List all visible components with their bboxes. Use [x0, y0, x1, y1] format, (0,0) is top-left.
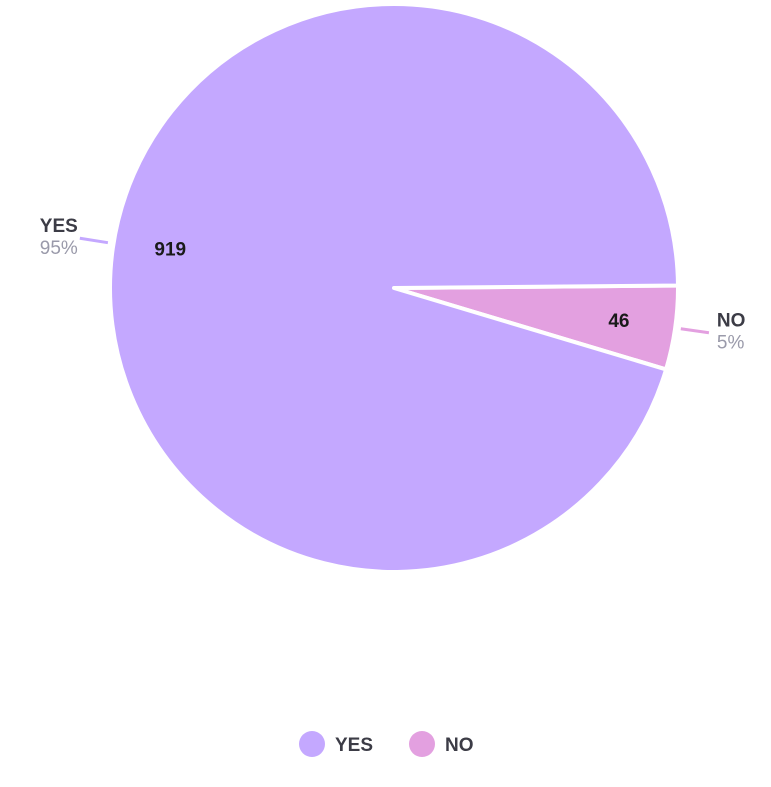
- legend-item-yes[interactable]: YES: [299, 731, 373, 757]
- legend-label-no: NO: [445, 735, 474, 756]
- value-label-no: 46: [608, 311, 629, 332]
- outer-label-yes: YES: [40, 216, 78, 237]
- value-labels: 46 919: [154, 240, 629, 332]
- legend: YES NO: [299, 731, 474, 757]
- outer-label-no: NO: [717, 311, 746, 332]
- leader-line-no: [680, 327, 710, 335]
- legend-swatch-no: [409, 731, 435, 757]
- legend-swatch-yes: [299, 731, 325, 757]
- value-label-yes: 919: [154, 240, 186, 261]
- legend-item-no[interactable]: NO: [409, 731, 474, 757]
- outer-percent-no: 5%: [717, 333, 745, 354]
- leader-lines: [79, 236, 710, 335]
- legend-label-yes: YES: [335, 735, 373, 756]
- leader-line-yes: [79, 236, 109, 245]
- pie-slice-yes: [108, 2, 680, 574]
- pie-slices: [108, 2, 680, 574]
- outer-percent-yes: 95%: [40, 238, 78, 259]
